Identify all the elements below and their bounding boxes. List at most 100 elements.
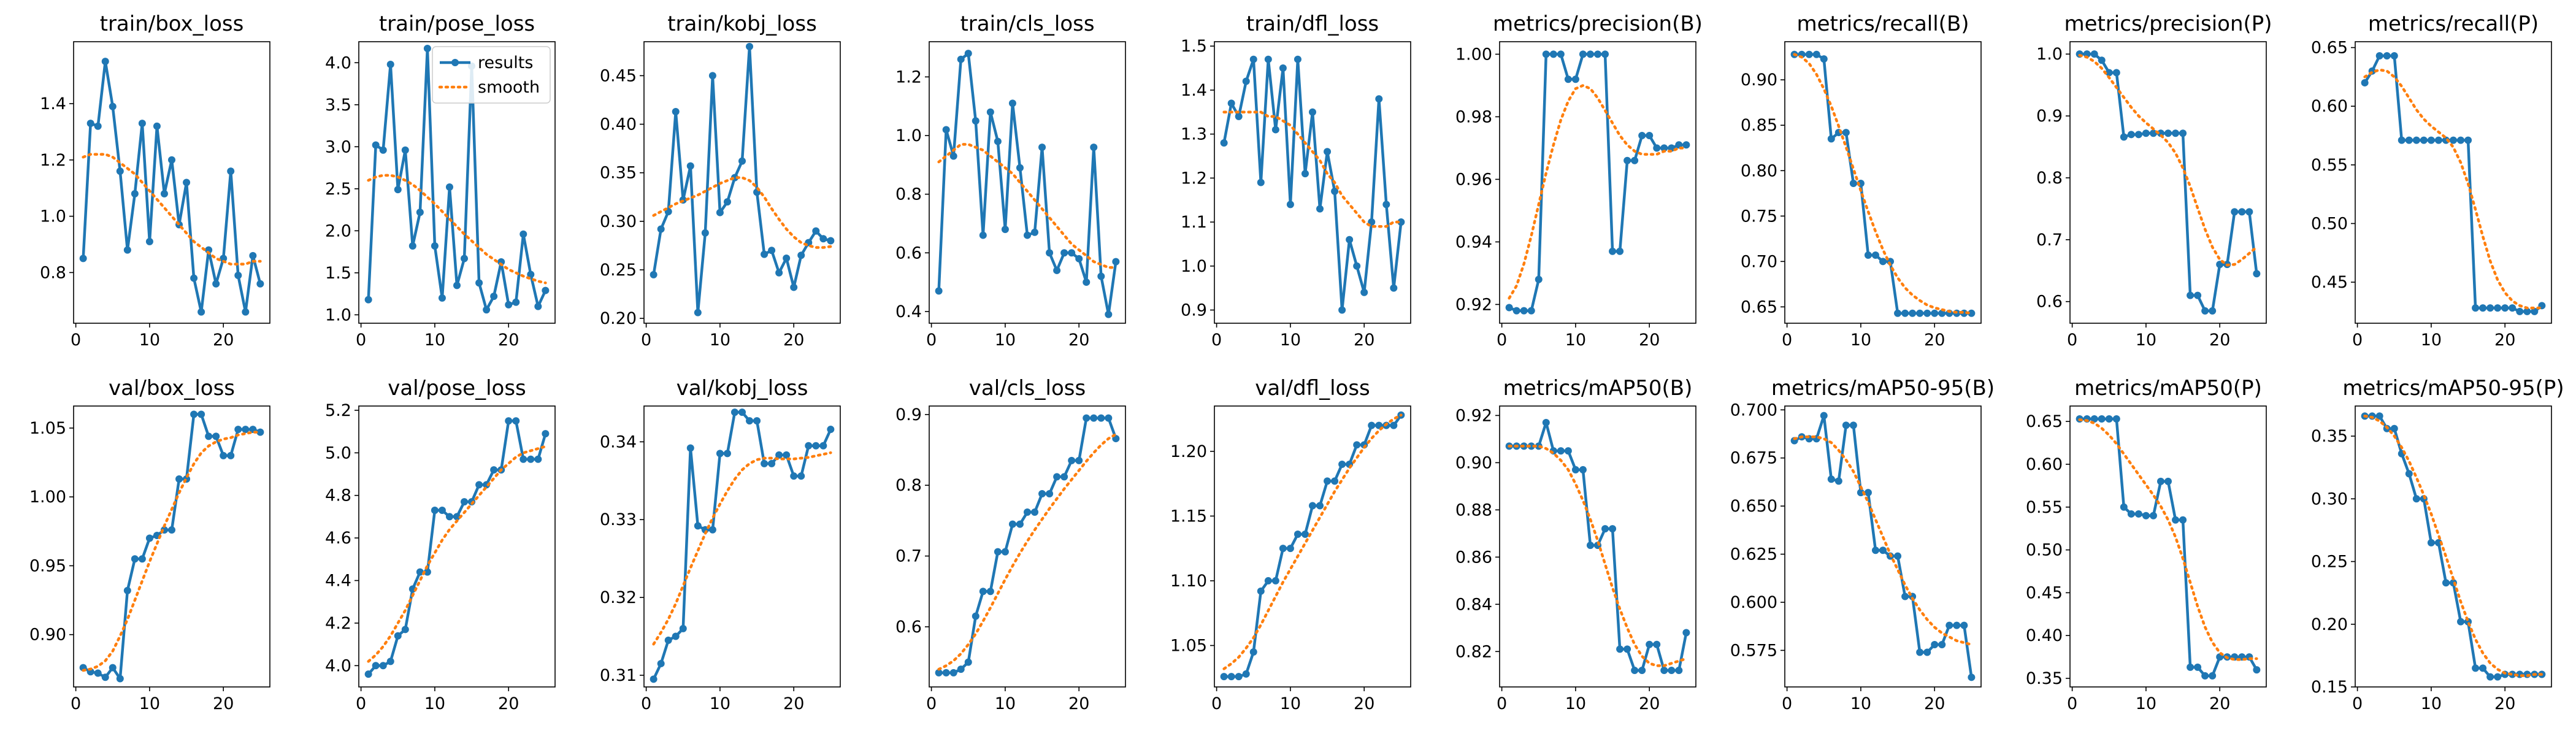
y-tick-label: 0.65: [1741, 297, 1777, 316]
results-point: [708, 72, 716, 80]
results-point: [1857, 489, 1865, 497]
y-tick-label: 0.31: [600, 666, 637, 685]
results-point: [2361, 79, 2369, 86]
results-point: [827, 237, 835, 245]
results-point: [1916, 648, 1924, 656]
results-point: [1331, 477, 1339, 485]
results-point: [1031, 508, 1039, 516]
smooth-series-line: [1793, 53, 1973, 315]
results-point: [708, 526, 716, 534]
axes-frame: [1214, 41, 1411, 324]
y-tick-label: 0.34: [600, 432, 637, 451]
subplot-title: metrics/mAP50-95(P): [2342, 376, 2564, 401]
results-point: [1557, 447, 1565, 455]
results-series-line: [2079, 52, 2258, 313]
y-tick-label: 0.92: [1455, 295, 1492, 314]
subplot-title: val/dfl_loss: [1255, 376, 1370, 401]
results-point: [949, 669, 957, 677]
x-tick-label: 10: [2136, 331, 2156, 350]
results-point: [650, 270, 657, 278]
results-point: [972, 612, 979, 620]
results-point: [542, 286, 550, 294]
results-point: [2098, 56, 2106, 64]
axes-frame: [2355, 41, 2552, 324]
results-point: [109, 664, 117, 672]
y-tick-label: 0.55: [2026, 498, 2063, 517]
y-tick-label: 1.15: [1170, 507, 1207, 526]
results-point: [242, 426, 250, 434]
results-point: [2501, 304, 2509, 312]
subplot: metrics/precision(P) 0.6 0.7 0.8 0.9 1.0 0 10 20: [2036, 12, 2272, 350]
results-point: [1235, 112, 1243, 120]
results-point: [679, 624, 687, 632]
y-tick-label: 0.25: [600, 261, 637, 280]
results-point: [2434, 136, 2442, 144]
results-point: [738, 408, 746, 416]
results-point: [101, 673, 109, 681]
results-point: [1616, 645, 1624, 653]
results-point: [2156, 477, 2164, 485]
y-tick-label: 0.4: [895, 302, 922, 321]
y-tick-label: 3.0: [325, 137, 351, 156]
results-point: [1945, 621, 1953, 629]
results-point: [94, 669, 102, 677]
results-point: [1901, 592, 1909, 600]
x-tick-label: 10: [2421, 331, 2442, 350]
y-tick-label: 1.10: [1170, 572, 1207, 591]
results-point: [512, 298, 520, 306]
subplot-title: metrics/mAP50-95(B): [1771, 376, 1995, 401]
results-point: [2179, 129, 2187, 137]
axes-frame: [1784, 405, 1982, 688]
results-point: [2479, 304, 2487, 312]
smooth-series-line: [937, 143, 1117, 269]
results-point: [753, 417, 761, 425]
results-point: [812, 442, 820, 450]
results-point: [1112, 258, 1120, 266]
results-point: [1675, 667, 1683, 675]
y-tick-label: 0.80: [1741, 161, 1777, 180]
results-point: [1382, 201, 1390, 209]
results-point: [1609, 247, 1617, 255]
axes-frame: [2069, 405, 2267, 688]
results-point: [475, 279, 483, 287]
y-tick-label: 0.8: [40, 263, 66, 282]
results-point: [242, 308, 250, 316]
subplot: train/dfl_loss 0.9 1.0 1.1 1.2 1.3 1.4 1.5 0 10 20: [1181, 12, 1411, 350]
results-point: [1820, 412, 1828, 420]
y-tick-label: 0.60: [2026, 455, 2063, 474]
results-point: [453, 513, 461, 521]
subplot-title: train/pose_loss: [379, 12, 535, 36]
results-point: [1294, 530, 1301, 538]
results-point: [986, 108, 994, 116]
x-tick-label: 0: [1497, 331, 1507, 350]
results-point: [819, 235, 827, 243]
results-point: [2112, 415, 2120, 423]
results-point: [2105, 69, 2113, 77]
y-tick-label: 0.30: [2311, 489, 2348, 508]
results-point: [775, 451, 783, 459]
results-point: [1923, 648, 1931, 656]
results-point: [1571, 466, 1579, 473]
results-point: [1227, 673, 1235, 681]
subplot-title: train/cls_loss: [960, 12, 1094, 36]
results-point: [1623, 645, 1631, 653]
y-tick-label: 0.92: [1455, 406, 1492, 425]
x-tick-label: 0: [2352, 331, 2363, 350]
results-point: [797, 251, 805, 259]
results-point: [1294, 55, 1301, 63]
results-point: [1338, 306, 1346, 314]
results-point: [2164, 129, 2172, 137]
smooth-series-line: [367, 174, 547, 285]
results-point: [234, 426, 242, 434]
results-point: [2427, 539, 2435, 546]
y-tick-label: 0.700: [1730, 401, 1777, 420]
results-point: [1601, 525, 1609, 533]
results-point: [819, 442, 827, 450]
results-point: [2412, 136, 2420, 144]
results-point: [227, 451, 235, 459]
x-tick-label: 10: [1280, 694, 1301, 713]
results-point: [2472, 664, 2480, 672]
y-tick-label: 0.7: [2036, 231, 2063, 250]
axes-frame: [73, 41, 270, 324]
results-point: [1360, 288, 1368, 296]
